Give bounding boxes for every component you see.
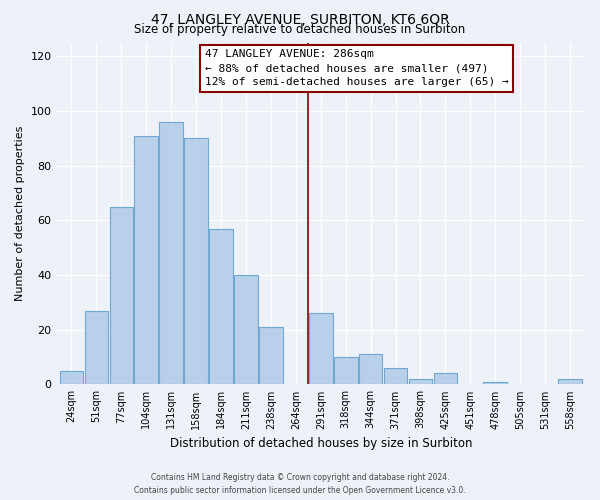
Bar — [309, 314, 332, 384]
Text: 47 LANGLEY AVENUE: 286sqm
← 88% of detached houses are smaller (497)
12% of semi: 47 LANGLEY AVENUE: 286sqm ← 88% of detac… — [205, 50, 508, 88]
Bar — [259, 327, 283, 384]
Bar — [484, 382, 507, 384]
Bar — [209, 228, 233, 384]
Bar — [160, 122, 183, 384]
Text: Contains HM Land Registry data © Crown copyright and database right 2024.
Contai: Contains HM Land Registry data © Crown c… — [134, 474, 466, 495]
Text: Size of property relative to detached houses in Surbiton: Size of property relative to detached ho… — [134, 22, 466, 36]
Bar — [359, 354, 382, 384]
X-axis label: Distribution of detached houses by size in Surbiton: Distribution of detached houses by size … — [170, 437, 472, 450]
Bar — [59, 371, 83, 384]
Bar — [110, 206, 133, 384]
Bar — [134, 136, 158, 384]
Bar — [558, 379, 582, 384]
Bar — [85, 310, 108, 384]
Bar — [434, 374, 457, 384]
Y-axis label: Number of detached properties: Number of detached properties — [15, 126, 25, 301]
Bar — [384, 368, 407, 384]
Bar — [234, 275, 258, 384]
Bar — [409, 379, 433, 384]
Bar — [334, 357, 358, 384]
Text: 47, LANGLEY AVENUE, SURBITON, KT6 6QR: 47, LANGLEY AVENUE, SURBITON, KT6 6QR — [151, 12, 449, 26]
Bar — [184, 138, 208, 384]
